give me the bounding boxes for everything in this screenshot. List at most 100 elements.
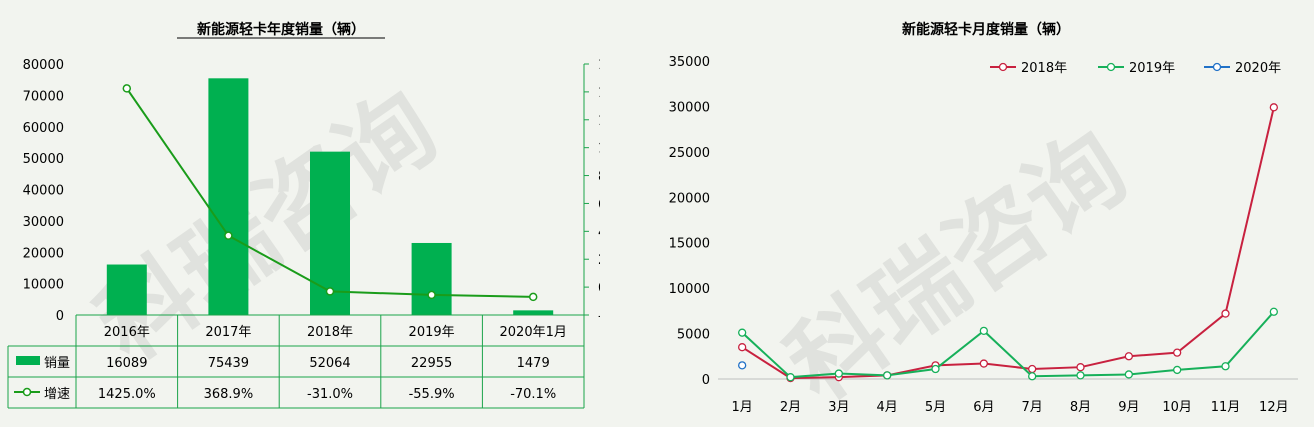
table-cell-sales: 1479 <box>517 356 550 371</box>
y-tick-label: 10000 <box>23 278 64 293</box>
series-point <box>979 359 988 368</box>
legend-label-sales: 销量 <box>44 356 70 371</box>
y2-tick-label: 400% <box>598 225 600 240</box>
y-tick-label: 0 <box>56 309 64 324</box>
series-point <box>979 326 988 335</box>
x-tick-label: 2月 <box>780 400 801 415</box>
y-tick-label: 0 <box>702 373 710 388</box>
series-point <box>1221 362 1230 371</box>
sales-bar <box>106 264 147 315</box>
legend-label: 2019年 <box>1129 61 1175 76</box>
x-tick-label: 10月 <box>1162 400 1192 415</box>
legend-label: 2018年 <box>1021 61 1067 76</box>
category-label: 2018年 <box>307 325 353 340</box>
x-tick-label: 12月 <box>1259 400 1289 415</box>
y-tick-label: 40000 <box>23 184 64 199</box>
y2-tick-label: 1400% <box>598 86 600 101</box>
legend-key-marker <box>998 62 1008 72</box>
table-cell-sales: 16089 <box>106 356 147 371</box>
category-label: 2016年 <box>104 325 150 340</box>
table-cell-sales: 22955 <box>411 356 452 371</box>
series-point <box>1124 370 1133 379</box>
y-tick-label: 70000 <box>23 89 64 104</box>
y-tick-label: 30000 <box>23 215 64 230</box>
legend-label-growth: 增速 <box>44 387 70 402</box>
series-point <box>1269 307 1278 316</box>
series-point <box>1269 103 1278 112</box>
category-label: 2017年 <box>205 325 251 340</box>
x-tick-label: 5月 <box>925 400 946 415</box>
sales-bar <box>411 242 452 315</box>
table-cell-growth: -55.9% <box>409 387 455 402</box>
table-cell-sales: 75439 <box>208 356 249 371</box>
category-label: 2020年1月 <box>500 325 567 340</box>
series-point <box>738 328 747 337</box>
series-point <box>1028 364 1037 374</box>
y-tick-label: 60000 <box>23 121 64 136</box>
table-cell-growth: -70.1% <box>510 387 556 402</box>
category-label: 2019年 <box>409 325 455 340</box>
series-point <box>1076 371 1085 380</box>
legend-label: 2020年 <box>1235 61 1281 76</box>
y-tick-label: 5000 <box>677 328 710 343</box>
series-point <box>1173 365 1182 375</box>
legend-key-sales <box>16 356 40 365</box>
y2-tick-label: 200% <box>598 253 600 268</box>
y2-tick-label: 1000% <box>598 142 600 157</box>
x-tick-label: 11月 <box>1211 400 1241 415</box>
y-tick-label: 10000 <box>669 282 710 297</box>
legend-key-marker <box>1212 62 1222 72</box>
y2-tick-label: 1200% <box>598 114 600 129</box>
annual-sales-chart: 新能源轻卡年度销量（辆） 80000 70000 60000 50000 40000 30… <box>7 21 600 409</box>
growth-point <box>224 231 233 240</box>
series-point <box>738 361 747 370</box>
series-point <box>1221 309 1230 318</box>
x-tick-label: 3月 <box>828 400 849 415</box>
series-point <box>1076 363 1085 372</box>
sales-bar <box>208 78 249 315</box>
y-tick-label: 80000 <box>23 58 64 73</box>
series-line <box>741 107 1275 380</box>
x-tick-label: 9月 <box>1118 400 1139 415</box>
y-tick-label: 15000 <box>669 237 710 252</box>
sales-bar <box>513 310 554 315</box>
legend-key-growth-marker <box>22 387 32 397</box>
x-tick-label: 6月 <box>973 400 994 415</box>
series-line <box>741 311 1275 379</box>
annual-chart-title: 新能源轻卡年度销量（辆） <box>197 21 365 38</box>
growth-point <box>325 287 335 296</box>
growth-point <box>427 290 436 300</box>
monthly-sales-chart: 新能源轻卡月度销量（辆） 35000 30000 25000 20000 15000 10… <box>669 21 1298 415</box>
table-cell-growth: 368.9% <box>204 387 254 402</box>
series-point <box>1124 352 1133 361</box>
y2-tick-label: -200% <box>598 309 600 324</box>
series-point <box>1028 372 1037 381</box>
growth-point <box>122 84 132 93</box>
y-tick-label: 50000 <box>23 152 64 167</box>
x-tick-label: 1月 <box>732 400 753 415</box>
y2-tick-label: 600% <box>598 197 600 212</box>
series-point <box>1173 348 1182 357</box>
growth-point <box>528 292 538 302</box>
y-tick-label: 35000 <box>669 55 710 70</box>
y-tick-label: 20000 <box>669 191 710 206</box>
x-tick-label: 8月 <box>1070 400 1091 415</box>
legend-key-marker <box>1106 62 1116 72</box>
y-tick-label: 25000 <box>669 146 710 161</box>
y-tick-label: 20000 <box>23 246 64 261</box>
table-cell-sales: 52064 <box>309 356 350 371</box>
monthly-chart-title: 新能源轻卡月度销量（辆） <box>902 21 1070 38</box>
series-point <box>786 373 795 382</box>
table-cell-growth: -31.0% <box>307 387 353 402</box>
series-point <box>738 343 747 352</box>
x-tick-label: 4月 <box>877 400 898 415</box>
y2-tick-label: 1600% <box>598 58 600 73</box>
y2-tick-label: 0% <box>598 281 600 296</box>
series-point <box>834 369 843 378</box>
x-tick-label: 7月 <box>1022 400 1043 415</box>
y-tick-label: 30000 <box>669 100 710 115</box>
table-cell-growth: 1425.0% <box>98 387 156 402</box>
y2-tick-label: 800% <box>598 170 600 185</box>
series-point <box>883 371 892 380</box>
series-point <box>931 364 940 374</box>
